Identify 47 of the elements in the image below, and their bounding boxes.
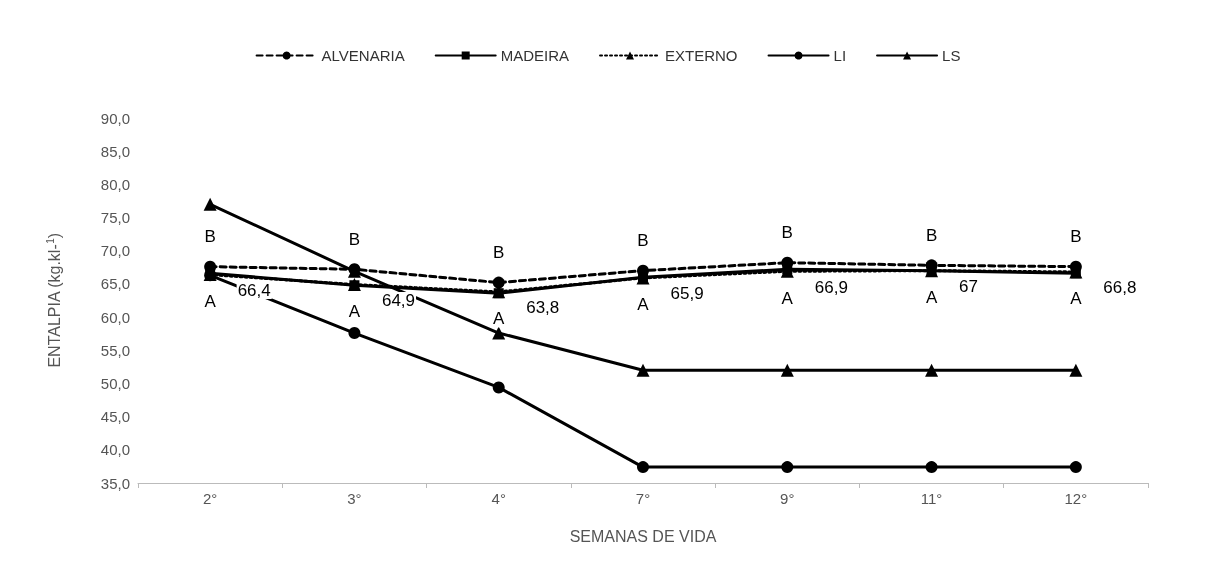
legend-label: EXTERNO <box>665 47 738 64</box>
x-axis-title: SEMANAS DE VIDA <box>569 527 717 545</box>
annotation: A <box>781 288 794 308</box>
annotation: A <box>493 309 506 329</box>
annotation: B <box>204 227 216 247</box>
y-tick-label: 60,0 <box>100 308 130 326</box>
data-label: 66,4 <box>237 281 271 301</box>
y-tick-label: 35,0 <box>100 474 130 492</box>
annotation: B <box>348 229 361 249</box>
data-label: 65,9 <box>670 284 704 304</box>
data-label: 64,9 <box>381 291 416 311</box>
x-tick-label: 7° <box>635 490 651 507</box>
y-tick-label: 90,0 <box>100 109 130 127</box>
data-label: 67 <box>959 277 978 297</box>
y-tick-label: 65,0 <box>100 275 130 293</box>
y-tick-label: 80,0 <box>100 175 130 193</box>
x-tick-label: 12° <box>1064 490 1088 507</box>
data-label: 63,8 <box>526 298 560 318</box>
annotation: A <box>925 288 938 308</box>
annotation: B <box>493 243 505 263</box>
annotation: A <box>1070 289 1083 309</box>
annotation: B <box>637 231 649 251</box>
annotation: A <box>637 295 650 315</box>
data-label: 66,9 <box>814 277 848 297</box>
x-tick-label: 3° <box>347 490 362 507</box>
y-tick-label: 50,0 <box>100 374 130 392</box>
y-axis-title: ENTALPIA (kg.kl-1) <box>44 232 63 368</box>
x-tick-label: 4° <box>491 490 506 507</box>
annotation: A <box>204 292 217 312</box>
y-tick-label: 70,0 <box>100 242 130 260</box>
y-tick-label: 85,0 <box>100 142 130 160</box>
legend-label: MADEIRA <box>500 47 570 64</box>
legend-label: LS <box>942 47 961 64</box>
annotation: B <box>925 225 938 245</box>
x-tick-label: 11° <box>920 490 943 507</box>
x-tick-label: 9° <box>780 490 795 507</box>
data-label: 66,8 <box>1103 278 1137 298</box>
annotation: B <box>1070 227 1082 247</box>
legend-label: LI <box>833 47 847 64</box>
y-tick-label: 45,0 <box>100 408 130 426</box>
y-tick-label: 75,0 <box>100 209 130 227</box>
legend-label: ALVENARIA <box>321 47 405 64</box>
annotation: B <box>781 223 793 243</box>
y-tick-label: 55,0 <box>100 341 130 359</box>
annotation: A <box>348 302 361 322</box>
y-tick-label: 40,0 <box>100 441 130 459</box>
x-tick-label: 2° <box>202 490 218 507</box>
